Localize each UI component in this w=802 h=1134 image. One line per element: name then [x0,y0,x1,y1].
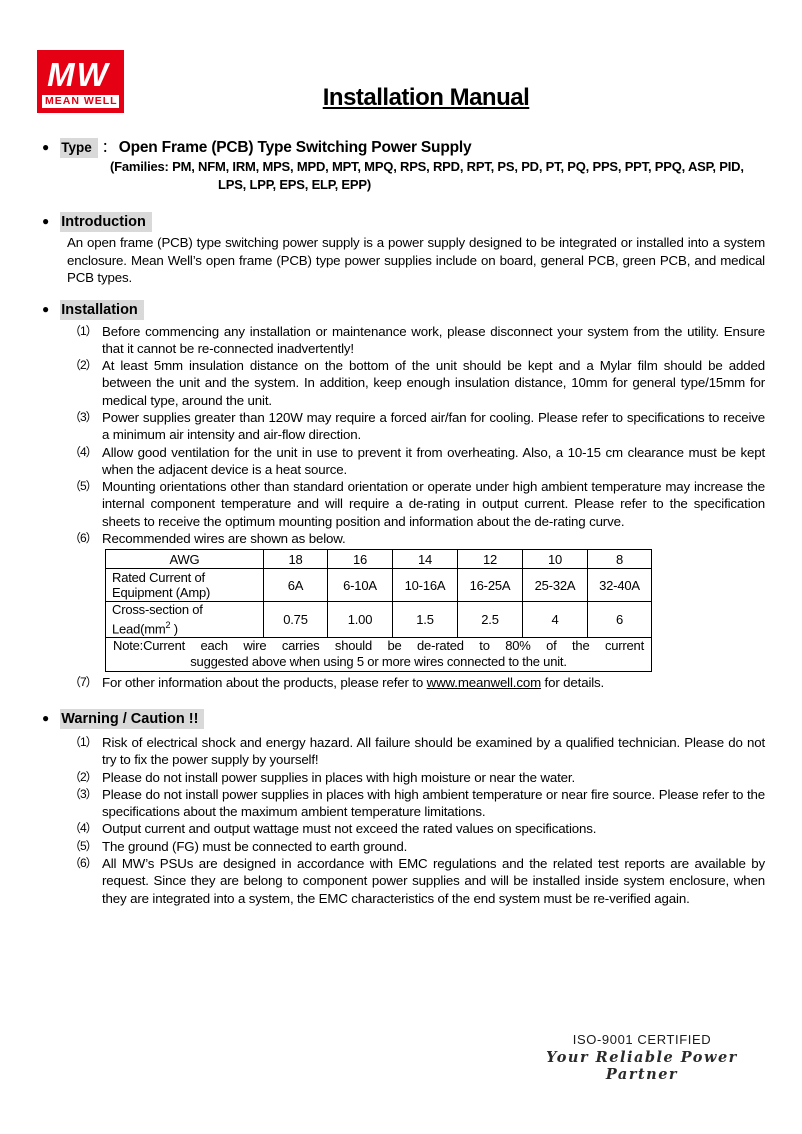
logo-mw-text: MW [47,56,110,93]
item-number: （5） [69,838,98,853]
warning-items: （1） Risk of electrical shock and energy … [0,734,802,907]
list-item: （2） Please do not install power supplies… [69,769,765,786]
table-header-cell: 14 [392,549,458,570]
warning-heading: Warning / Caution !! [60,708,205,729]
logo-meanwell-text: MEAN WELL [42,95,119,108]
table-cell: 25-32A [522,568,588,603]
item-number: （1） [69,323,98,338]
table-cell: 10-16A [392,568,458,603]
note-line1: Note:Current each wire carries should be… [113,637,644,653]
item-number: （3） [69,409,98,424]
type-colon: ： [101,139,116,155]
list-item: （1） Risk of electrical shock and energy … [69,734,765,769]
list-item: （7） For other information about the prod… [69,674,765,691]
list-item: （5） The ground (FG) must be connected to… [69,838,765,855]
page-footer: ISO-9001 CERTIFIED Your Reliable Power P… [517,1032,767,1083]
type-families: (Families: PM, NFM, IRM, MPS, MPD, MPT, … [110,158,802,193]
row-label: Cross-section of Lead(mm2 ) [105,601,264,638]
item-number: （6） [69,856,98,871]
table-cell: 1.5 [392,601,458,638]
item-text: Power supplies greater than 120W may req… [102,409,765,443]
superscript: 2 [165,619,171,630]
table-note-row: Note:Current each wire carries should be… [105,636,652,672]
families-line1: (Families: PM, NFM, IRM, MPS, MPD, MPT, … [110,159,744,174]
iso-certified-text: ISO-9001 CERTIFIED [572,1032,712,1047]
table-header-cell: 12 [457,549,523,570]
slogan-text: Your Reliable Power Partner [546,1049,738,1083]
table-header-cell: 10 [522,549,588,570]
item-number: （7） [69,674,98,689]
table-row: Cross-section of Lead(mm2 ) 0.75 1.00 1.… [105,601,652,638]
item-number: （3） [69,786,98,801]
installation-items: （1） Before commencing any installation o… [0,323,802,548]
table-cell: 0.75 [263,601,328,638]
item-text: Before commencing any installation or ma… [102,323,765,356]
table-cell: 2.5 [457,601,523,638]
table-cell: 32-40A [587,568,652,603]
bullet-icon: ● [42,140,50,154]
list-item: （4） Output current and output wattage mu… [69,820,765,837]
item-number: （6） [69,531,98,546]
page-title: Installation Manual [322,84,530,111]
list-item: （2） At least 5mm insulation distance on … [69,357,765,409]
table-note: Note:Current each wire carries should be… [105,636,652,672]
section-introduction: ● Introduction An open frame (PCB) type … [0,212,802,287]
list-item: （6） Recommended wires are shown as below… [69,530,765,547]
item-text: Please do not install power supplies in … [102,769,576,785]
table-cell: 6 [587,601,652,638]
item-number: （2） [69,769,98,784]
item-text: Output current and output wattage must n… [102,821,597,837]
list-item: （1） Before commencing any installation o… [69,323,765,358]
section-installation: ● Installation （1） Before commencing any… [0,299,802,691]
item-number: （5） [69,479,98,494]
bullet-icon: ● [42,214,50,228]
list-item: （3） Power supplies greater than 120W may… [69,409,765,444]
item-text: All MW’s PSUs are designed in accordance… [102,856,765,906]
item-text: Risk of electrical shock and energy haza… [102,734,765,768]
item-text: For other information about the products… [102,674,605,690]
type-value: Open Frame (PCB) Type Switching Power Su… [118,139,472,156]
list-item: （4） Allow good ventilation for the unit … [69,444,765,479]
section-warning: ● Warning / Caution !! （1） Risk of elect… [0,708,802,907]
table-header-cell: 8 [587,549,652,570]
item-text: Allow good ventilation for the unit in u… [102,444,765,477]
item-text: Recommended wires are shown as below. [102,531,346,547]
row-label: Rated Current of Equipment (Amp) [105,568,264,603]
introduction-body: An open frame (PCB) type switching power… [67,235,765,285]
table-cell: 16-25A [457,568,523,603]
item-number: （1） [69,734,98,749]
item-text: Please do not install power supplies in … [102,786,765,820]
item-number: （4） [69,821,98,836]
families-line2: LPS, LPP, EPS, ELP, EPP) [218,176,371,192]
table-header-cell: 18 [263,549,328,570]
list-item: （6） All MW’s PSUs are designed in accord… [69,855,765,907]
note-line2: suggested above when using 5 or more wir… [190,654,567,670]
item-number: （4） [69,444,98,459]
type-heading: Type [60,138,98,158]
introduction-heading: Introduction [60,212,152,232]
bullet-icon: ● [42,710,50,725]
table-header-cell: AWG [105,549,264,570]
item-text: At least 5mm insulation distance on the … [102,358,765,408]
table-header-row: AWG 18 16 14 12 10 8 [105,549,652,570]
meanwell-logo: MW MEAN WELL [37,50,124,113]
meanwell-link[interactable]: www.meanwell.com [426,674,542,690]
list-item: （3） Please do not install power supplies… [69,786,765,821]
item-text: Mounting orientations other than standar… [102,479,765,529]
table-cell: 6A [263,568,328,603]
page-header: MW MEAN WELL Installation Manual [0,0,802,137]
item-number: （2） [69,358,98,373]
recommended-wire-table: AWG 18 16 14 12 10 8 Rated Current of Eq… [105,549,652,672]
table-row: Rated Current of Equipment (Amp) 6A 6-10… [105,568,652,603]
section-type: ● Type ： Open Frame (PCB) Type Switching… [0,137,802,193]
table-cell: 4 [522,601,588,638]
table-header-cell: 16 [327,549,393,570]
table-cell: 6-10A [327,568,393,603]
bullet-icon: ● [42,301,50,316]
item-text: The ground (FG) must be connected to ear… [102,838,408,854]
list-item: （5） Mounting orientations other than sta… [69,478,765,530]
installation-heading: Installation [60,299,144,320]
table-cell: 1.00 [327,601,393,638]
